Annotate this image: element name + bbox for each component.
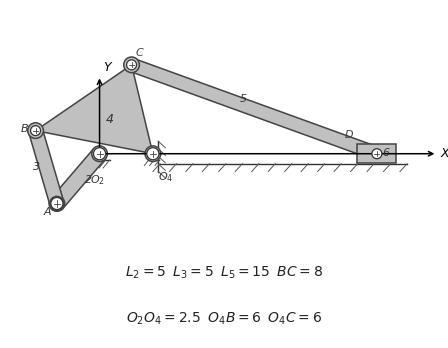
Text: 4: 4	[106, 113, 114, 126]
Text: B: B	[21, 124, 28, 134]
Circle shape	[147, 148, 159, 160]
Text: C: C	[135, 48, 143, 58]
Circle shape	[370, 147, 383, 160]
Text: D: D	[345, 130, 353, 140]
Text: $O_4$: $O_4$	[158, 170, 173, 183]
Circle shape	[92, 146, 108, 161]
Bar	[358, 144, 396, 163]
Circle shape	[372, 149, 382, 159]
Circle shape	[51, 197, 63, 209]
Polygon shape	[129, 58, 379, 160]
Text: $L_2 = 5\;\;  L_3 = 5\;\;  L_5 = 15\;\;  BC = 8$: $L_2 = 5\;\; L_3 = 5\;\; L_5 = 15\;\; BC…	[125, 264, 323, 281]
Text: X: X	[441, 147, 448, 160]
Text: A: A	[44, 207, 52, 217]
Circle shape	[30, 126, 40, 136]
Text: Y: Y	[103, 61, 111, 74]
Circle shape	[28, 124, 43, 138]
Text: $O_2$: $O_2$	[90, 173, 105, 187]
Polygon shape	[35, 65, 153, 154]
Text: 2: 2	[85, 175, 92, 185]
Text: 6: 6	[382, 148, 389, 158]
Text: 3: 3	[33, 162, 40, 172]
Text: $O_2O_4 = 2.5\;\;  O_4B = 6\;\;  O_4C = 6$: $O_2O_4 = 2.5\;\; O_4B = 6\;\; O_4C = 6$	[126, 310, 322, 327]
Text: 5: 5	[240, 94, 247, 104]
Polygon shape	[51, 149, 105, 208]
Circle shape	[127, 60, 137, 70]
Circle shape	[50, 196, 64, 211]
Circle shape	[49, 196, 65, 211]
Circle shape	[125, 58, 138, 72]
Polygon shape	[29, 129, 64, 206]
Circle shape	[28, 123, 43, 139]
Circle shape	[145, 146, 161, 161]
Circle shape	[94, 148, 106, 160]
Circle shape	[124, 57, 139, 73]
